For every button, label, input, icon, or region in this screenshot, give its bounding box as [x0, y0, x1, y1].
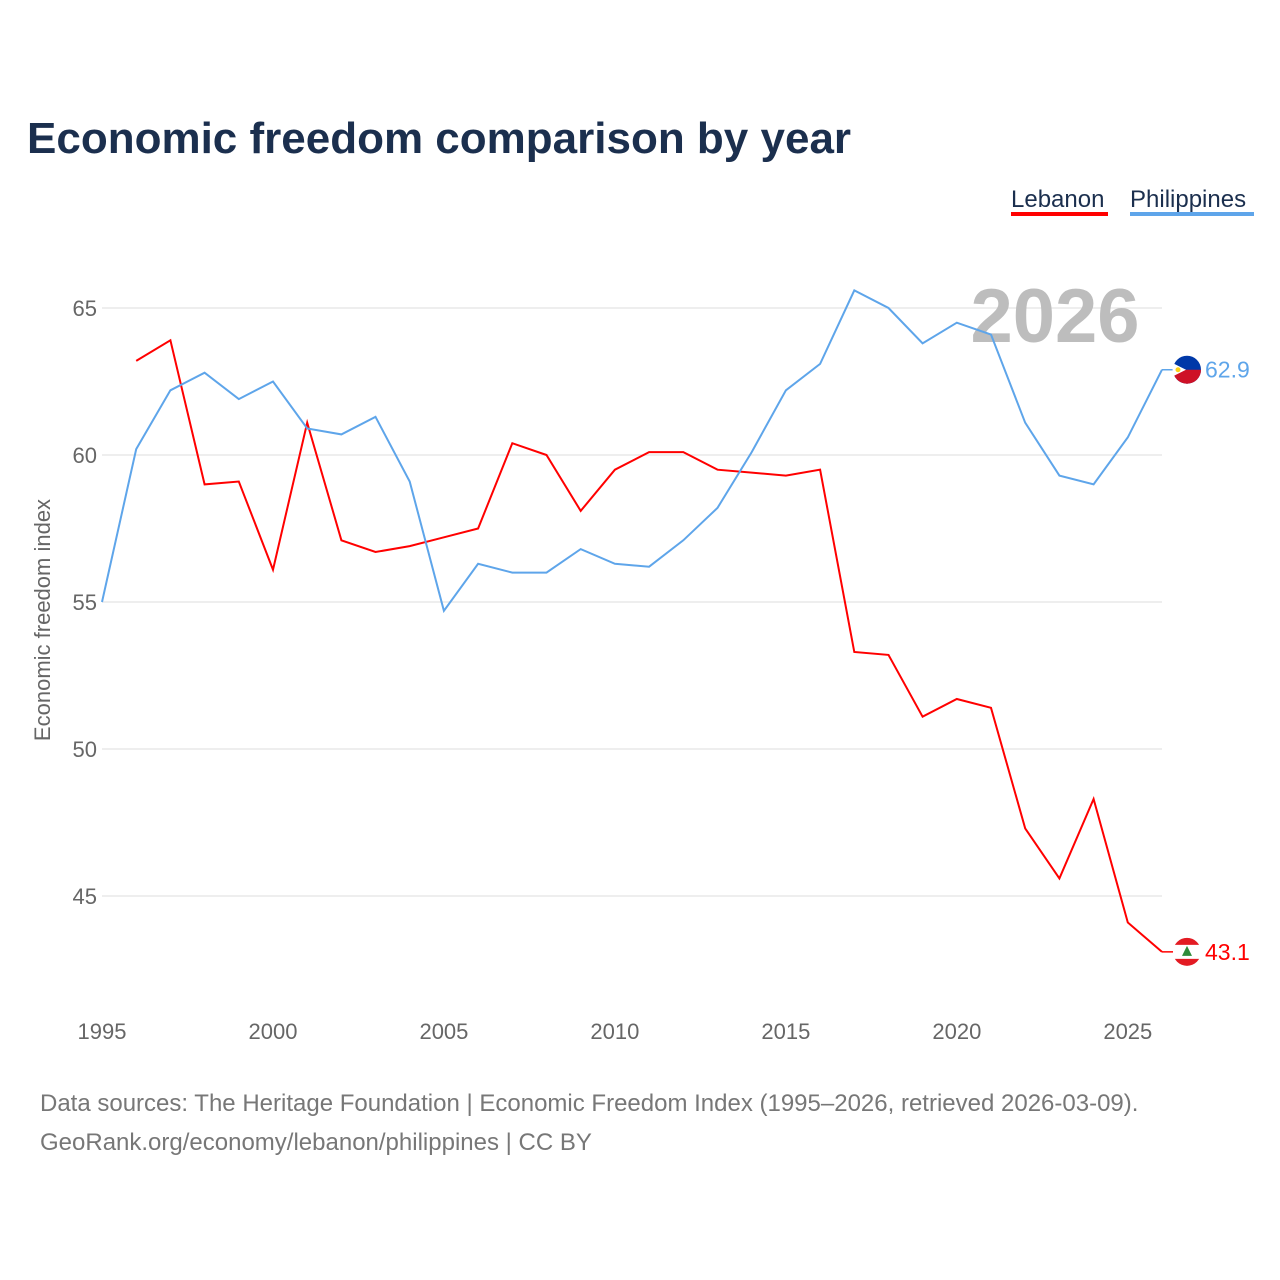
series-group — [101, 289, 1163, 953]
y-tick-label: 50 — [73, 737, 97, 762]
x-tick-label: 1995 — [78, 1019, 127, 1044]
end-value-label: 62.9 — [1205, 357, 1250, 383]
y-tick-label: 55 — [73, 590, 97, 615]
legend-label-lebanon[interactable]: Lebanon — [1011, 186, 1104, 213]
x-tick-label: 2005 — [419, 1019, 468, 1044]
legend-label-philippines[interactable]: Philippines — [1130, 186, 1246, 213]
source-line-1: Data sources: The Heritage Foundation | … — [40, 1090, 1138, 1117]
chart-title: Economic freedom comparison by year — [27, 114, 851, 163]
y-tick-label: 45 — [73, 884, 97, 909]
year-watermark: 2026 — [970, 274, 1139, 359]
source-line-2: GeoRank.org/economy/lebanon/philippines … — [40, 1129, 592, 1156]
y-tick-label: 65 — [73, 296, 97, 321]
legend-swatch — [1130, 212, 1254, 216]
y-tick-label: 60 — [73, 443, 97, 468]
legend-swatch — [1011, 212, 1108, 216]
x-tick-label: 2015 — [761, 1019, 810, 1044]
series-line-philippines — [101, 289, 1163, 614]
series-line-lebanon — [135, 338, 1163, 953]
end-markers: 43.1 62.9 — [1162, 355, 1250, 966]
x-tick-label: 2020 — [932, 1019, 981, 1044]
y-axis-label: Economic freedom index — [30, 499, 55, 741]
grid: 45 50 55 60 65 1995 2000 2005 2010 2015 2020 2025 — [73, 296, 1162, 1044]
philippines-flag-icon — [1172, 355, 1201, 384]
x-tick-label: 2025 — [1103, 1019, 1152, 1044]
x-tick-label: 2000 — [248, 1019, 297, 1044]
legend: Lebanon Philippines — [1011, 186, 1254, 216]
lebanon-flag-icon — [1173, 937, 1201, 966]
end-value-label: 43.1 — [1205, 939, 1250, 965]
x-tick-label: 2010 — [590, 1019, 639, 1044]
